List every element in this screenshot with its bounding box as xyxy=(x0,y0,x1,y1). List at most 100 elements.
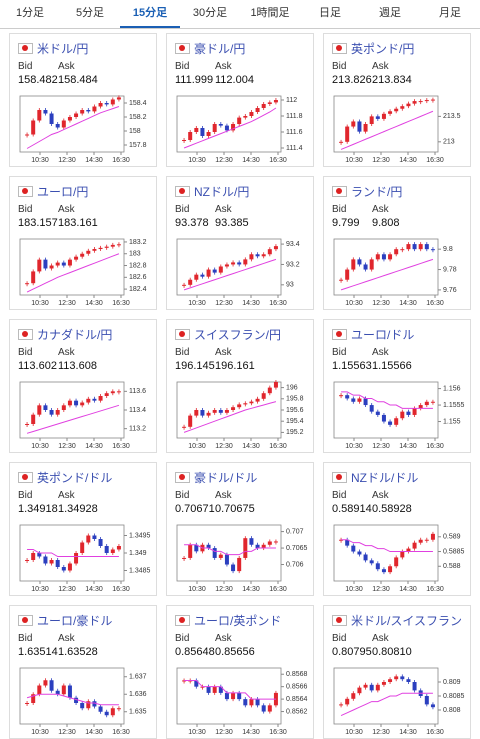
moving-average xyxy=(184,544,276,556)
candle-body xyxy=(212,686,217,693)
tab[interactable]: 15分足 xyxy=(120,0,180,28)
bid-value: 1.15563 xyxy=(332,360,372,372)
candle-body xyxy=(424,244,429,250)
bid-value: 0.85648 xyxy=(175,646,215,658)
mini-chart: 0.809 0.8085 0.808 10:30 12:30 14:30 16:30 xyxy=(333,667,465,736)
candle-body xyxy=(351,545,356,552)
y-tick-label: 195.8 xyxy=(286,396,304,403)
rate-card[interactable]: 豪ドル/ドル Bid Ask 0.70671 0.70675 0.707 0.7065 0.7… xyxy=(166,462,314,596)
pair-name[interactable]: ユーロ/豪ドル xyxy=(37,614,113,628)
moving-average xyxy=(340,258,434,291)
candle-body xyxy=(116,244,121,246)
candle-body xyxy=(351,693,356,699)
rate-card[interactable]: ユーロ/円 Bid Ask 183.157 183.161 183.2 183 182.8 18… xyxy=(9,176,157,310)
y-tick-label: 113.6 xyxy=(129,388,146,395)
candle-body xyxy=(381,254,386,260)
candle-body xyxy=(231,124,236,131)
candle-body xyxy=(369,259,374,270)
candle-body xyxy=(243,259,248,265)
y-tick-label: 9.8 xyxy=(443,246,453,253)
pair-name[interactable]: ランド/円 xyxy=(351,185,403,199)
candle-body xyxy=(267,102,272,104)
candle-body xyxy=(369,116,374,124)
pair-name[interactable]: カナダドル/円 xyxy=(37,328,113,342)
rate-card[interactable]: 米ドル/円 Bid Ask 158.482 158.484 158.4 158.2 158 15… xyxy=(9,33,157,167)
rate-card[interactable]: ユーロ/英ポンド Bid Ask 0.85648 0.85656 0.8568 0.8566… xyxy=(166,605,314,739)
x-tick-label: 14:30 xyxy=(399,300,417,307)
mini-chart: 112 111.8 111.6 111.4 10:30 12:30 14:30 16:30 xyxy=(176,95,303,164)
tab[interactable]: 5分足 xyxy=(75,7,105,19)
candle-body xyxy=(388,679,393,682)
candle-body xyxy=(86,250,91,254)
pair-name[interactable]: 豪ドル/ドル xyxy=(194,471,258,485)
tab[interactable]: 日足 xyxy=(319,7,341,19)
rate-card[interactable]: ユーロ/ドル Bid Ask 1.15563 1.15566 1.156 1.1555 1.1… xyxy=(323,319,471,453)
candle-body xyxy=(237,557,242,572)
pair-name[interactable]: 英ポンド/円 xyxy=(351,42,415,56)
pair-name[interactable]: 米ドル/円 xyxy=(37,42,89,56)
rate-card[interactable]: 英ポンド/円 Bid Ask 213.826 213.834 213.5 213 10:30 1… xyxy=(323,33,471,167)
rate-card[interactable]: 米ドル/スイスフラン Bid Ask 0.80795 0.80810 0.809 0.808… xyxy=(323,605,471,739)
pair-name[interactable]: NZドル/円 xyxy=(194,185,250,199)
candle-body xyxy=(412,682,417,691)
plot-frame xyxy=(19,667,125,725)
tab[interactable]: 月足 xyxy=(439,7,461,19)
candle-body xyxy=(200,274,205,277)
candle-body xyxy=(381,414,386,422)
candle-body xyxy=(67,685,72,698)
candle-body xyxy=(231,692,236,700)
candle-body xyxy=(218,554,223,558)
candle-body xyxy=(363,264,368,270)
rate-card[interactable]: ユーロ/豪ドル Bid Ask 1.63514 1.63528 1.637 1.636 1.6… xyxy=(9,605,157,739)
flag-icon xyxy=(332,329,347,340)
rate-card[interactable]: 英ポンド/ドル Bid Ask 1.34918 1.34928 1.3495 1.349 1.… xyxy=(9,462,157,596)
candle-body xyxy=(55,262,60,266)
x-tick-label: 12:30 xyxy=(215,443,233,450)
pair-name[interactable]: NZドル/ドル xyxy=(351,471,419,485)
tab[interactable]: 1分足 xyxy=(15,7,45,19)
bid-label: Bid xyxy=(18,633,33,644)
y-tick-label: 182.4 xyxy=(129,286,147,293)
x-tick-label: 16:30 xyxy=(426,443,444,450)
moving-average xyxy=(26,404,120,434)
candle-body xyxy=(255,398,260,402)
flag-icon xyxy=(332,186,347,197)
candle-body xyxy=(49,265,54,269)
y-tick-label: 0.5885 xyxy=(443,548,465,555)
pair-name[interactable]: 米ドル/スイスフラン xyxy=(351,614,462,628)
candle-body xyxy=(194,274,199,280)
candle-body xyxy=(267,541,272,545)
ask-value: 1.63528 xyxy=(58,646,98,658)
rate-card[interactable]: ランド/円 Bid Ask 9.799 9.808 9.8 9.78 9.76 10:30 12:… xyxy=(323,176,471,310)
ask-value: 183.161 xyxy=(58,217,98,229)
y-tick-label: 213.5 xyxy=(443,113,461,120)
rate-card[interactable]: NZドル/円 Bid Ask 93.378 93.385 93.4 93.2 93 10:30 1… xyxy=(166,176,314,310)
tab[interactable]: 30分足 xyxy=(192,7,228,19)
candle-body xyxy=(37,685,42,695)
tab[interactable]: 1時間足 xyxy=(250,7,290,19)
x-tick-label: 16:30 xyxy=(426,157,444,164)
pair-name[interactable]: ユーロ/円 xyxy=(37,185,89,199)
pair-name[interactable]: ユーロ/ドル xyxy=(351,328,415,342)
tab[interactable]: 週足 xyxy=(379,7,401,19)
rate-card[interactable]: NZドル/ドル Bid Ask 0.58914 0.58928 0.589 0.5885 0.… xyxy=(323,462,471,596)
flag-icon xyxy=(175,472,190,483)
bid-value: 0.58914 xyxy=(332,503,372,515)
moving-average xyxy=(184,679,276,700)
candle-body xyxy=(345,126,350,142)
rate-card[interactable]: スイスフラン/円 Bid Ask 196.145 196.161 196 195.8 195.… xyxy=(166,319,314,453)
x-tick-label: 12:30 xyxy=(372,443,390,450)
pair-name[interactable]: 英ポンド/ドル xyxy=(37,471,113,485)
ask-label: Ask xyxy=(58,347,75,358)
bid-label: Bid xyxy=(332,61,347,72)
plot-frame xyxy=(176,238,282,296)
plot-frame xyxy=(176,524,282,582)
pair-name[interactable]: ユーロ/英ポンド xyxy=(194,614,282,628)
pair-name[interactable]: 豪ドル/円 xyxy=(194,42,246,56)
candle-body xyxy=(104,546,109,553)
candle-body xyxy=(231,564,236,572)
rate-card[interactable]: 豪ドル/円 Bid Ask 111.999 112.004 112 111.8 111.6 11… xyxy=(166,33,314,167)
pair-name[interactable]: スイスフラン/円 xyxy=(194,328,281,342)
rate-card[interactable]: カナダドル/円 Bid Ask 113.602 113.608 113.6 113.4 113… xyxy=(9,319,157,453)
bid-value: 1.63514 xyxy=(18,646,58,658)
